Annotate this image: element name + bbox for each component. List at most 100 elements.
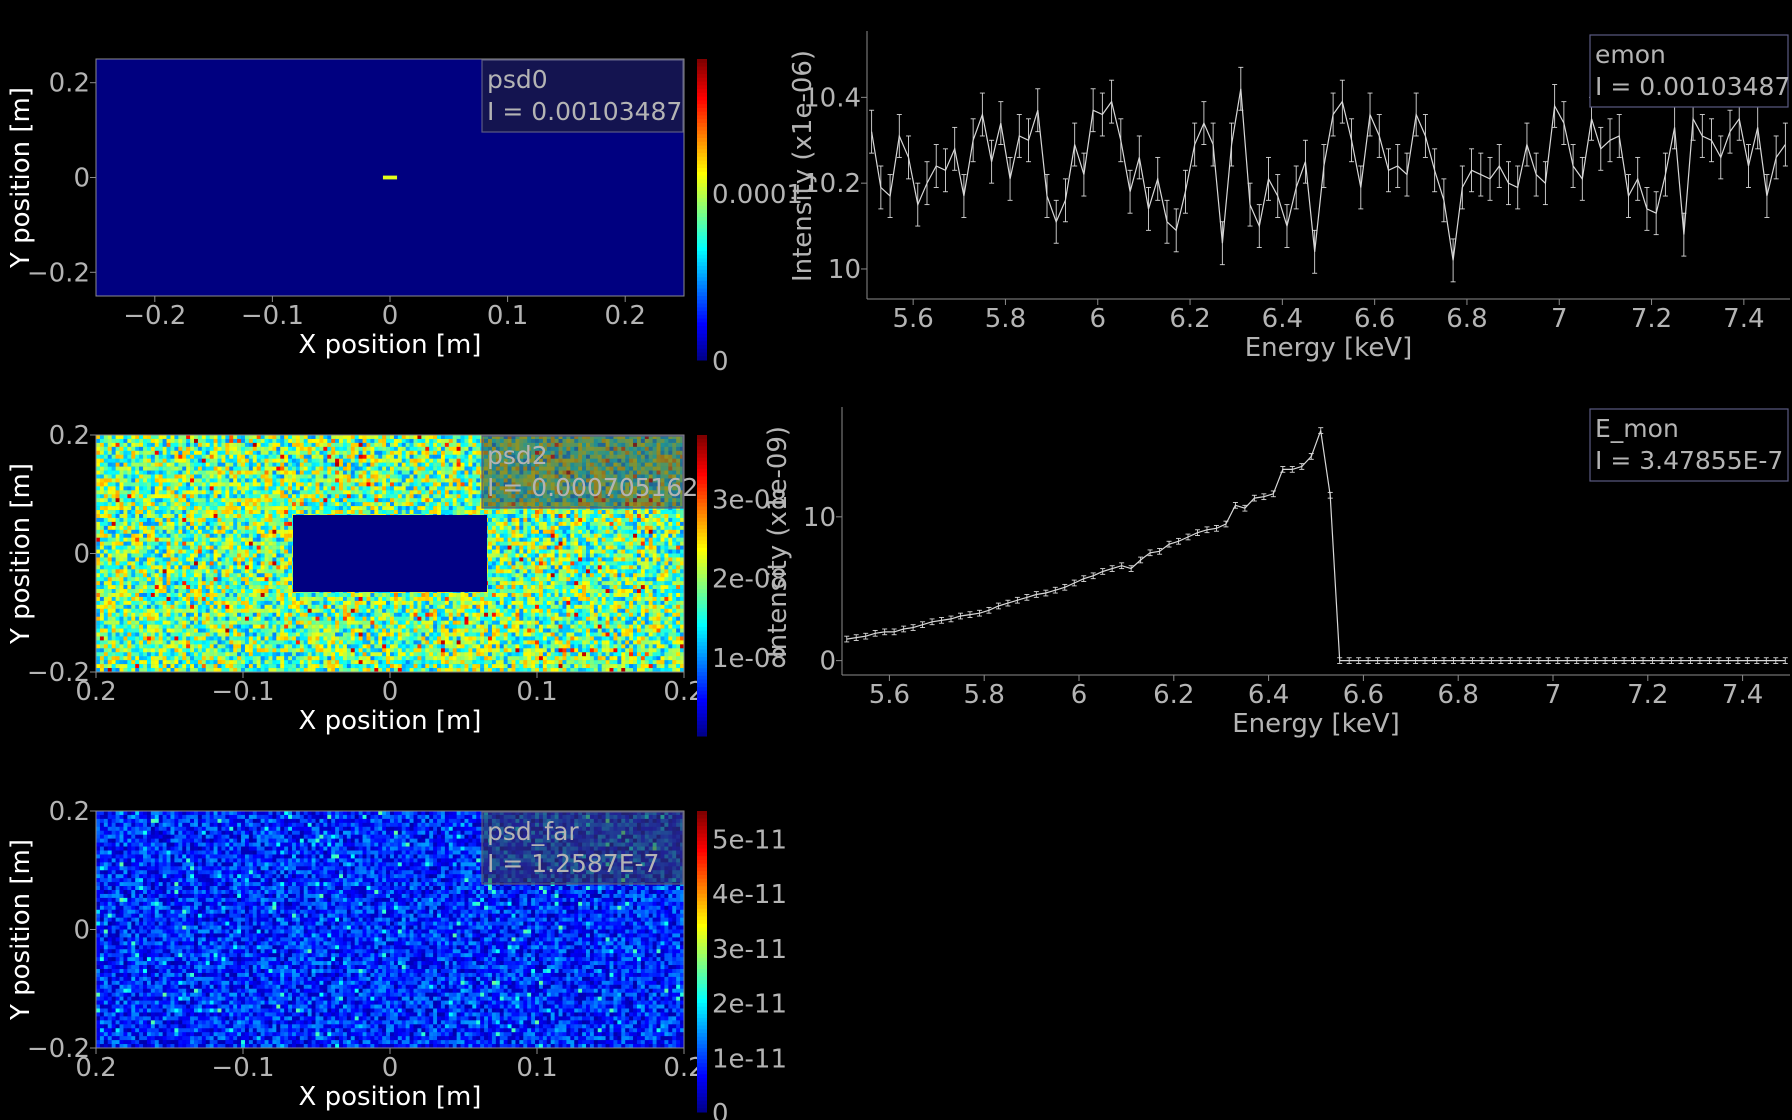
heatmap-cell [143, 546, 147, 550]
heatmap-cell [229, 534, 233, 538]
heatmap-cell [288, 486, 292, 490]
heatmap-cell [441, 443, 445, 447]
heatmap-cell [657, 538, 661, 542]
heatmap-cell [249, 506, 253, 510]
heatmap-cell [253, 459, 257, 463]
heatmap-cell [202, 443, 206, 447]
heatmap-cell [382, 490, 386, 494]
heatmap-cell [170, 475, 174, 479]
heatmap-cell [178, 478, 182, 482]
heatmap-cell [406, 471, 410, 475]
heatmap-cell [190, 455, 194, 459]
heatmap-cell [425, 506, 429, 510]
heatmap-cell [135, 439, 139, 443]
heatmap-cell [257, 439, 261, 443]
heatmap-cell [319, 467, 323, 471]
heatmap-cell [237, 538, 241, 542]
heatmap-cell [672, 530, 676, 534]
heatmap-cell [335, 467, 339, 471]
heatmap-cell [339, 502, 343, 506]
heatmap-cell [296, 459, 300, 463]
heatmap-cell [433, 439, 437, 443]
heatmap-cell [143, 534, 147, 538]
heatmap-cell [421, 463, 425, 467]
heatmap-cell [441, 510, 445, 514]
heatmap-cell [96, 439, 100, 443]
heatmap-cell [649, 538, 653, 542]
heatmap-cell [135, 478, 139, 482]
heatmap-cell [296, 482, 300, 486]
heatmap-cell [402, 463, 406, 467]
heatmap-cell [151, 435, 155, 439]
heatmap-cell [382, 498, 386, 502]
heatmap-cell [429, 490, 433, 494]
heatmap-cell [464, 510, 468, 514]
heatmap-cell [241, 506, 245, 510]
heatmap-cell [261, 510, 265, 514]
heatmap-cell [214, 534, 218, 538]
heatmap-cell [276, 502, 280, 506]
heatmap-cell [163, 494, 167, 498]
heatmap-cell [170, 546, 174, 550]
heatmap-cell [519, 510, 523, 514]
heatmap-cell [163, 467, 167, 471]
heatmap-cell [355, 463, 359, 467]
heatmap-cell [280, 506, 284, 510]
heatmap-cell [519, 530, 523, 534]
heatmap-cell [574, 522, 578, 526]
heatmap-cell [414, 447, 418, 451]
heatmap-cell [123, 459, 127, 463]
heatmap-cell [229, 490, 233, 494]
heatmap-cell [257, 467, 261, 471]
heatmap-cell [139, 542, 143, 546]
heatmap-cell [649, 510, 653, 514]
heatmap-cell [363, 490, 367, 494]
heatmap-cell [335, 463, 339, 467]
heatmap-cell [347, 490, 351, 494]
heatmap-cell [323, 471, 327, 475]
heatmap-cell [292, 447, 296, 451]
heatmap-cell [425, 482, 429, 486]
heatmap-cell [339, 455, 343, 459]
heatmap-cell [178, 471, 182, 475]
heatmap-cell [300, 490, 304, 494]
heatmap-cell [351, 467, 355, 471]
heatmap-cell [339, 463, 343, 467]
heatmap-cell [100, 490, 104, 494]
heatmap-cell [625, 530, 629, 534]
heatmap-cell [221, 534, 225, 538]
heatmap-cell [159, 490, 163, 494]
heatmap-cell [374, 486, 378, 490]
colorbar-segment [697, 266, 707, 270]
heatmap-cell [421, 447, 425, 451]
colorbar-segment [697, 225, 707, 229]
heatmap-cell [135, 554, 139, 558]
heatmap-cell [170, 455, 174, 459]
heatmap-cell [464, 494, 468, 498]
heatmap-cell [378, 471, 382, 475]
heatmap-cell [433, 494, 437, 498]
heatmap-cell [559, 550, 563, 554]
heatmap-cell [159, 467, 163, 471]
heatmap-cell [331, 475, 335, 479]
heatmap-cell [437, 486, 441, 490]
heatmap-cell [468, 490, 472, 494]
heatmap-cell [163, 455, 167, 459]
heatmap-cell [508, 518, 512, 522]
heatmap-cell [210, 447, 214, 451]
heatmap-cell [198, 482, 202, 486]
heatmap-cell [402, 475, 406, 479]
heatmap-cell [378, 478, 382, 482]
heatmap-cell [378, 490, 382, 494]
heatmap-cell [237, 482, 241, 486]
heatmap-cell [233, 538, 237, 542]
heatmap-cell [147, 530, 151, 534]
heatmap-cell [221, 435, 225, 439]
heatmap-cell [351, 447, 355, 451]
heatmap-cell [265, 526, 269, 530]
heatmap-cell [206, 447, 210, 451]
heatmap-cell [374, 510, 378, 514]
heatmap-cell [417, 475, 421, 479]
heatmap-cell [186, 498, 190, 502]
heatmap-cell [257, 538, 261, 542]
